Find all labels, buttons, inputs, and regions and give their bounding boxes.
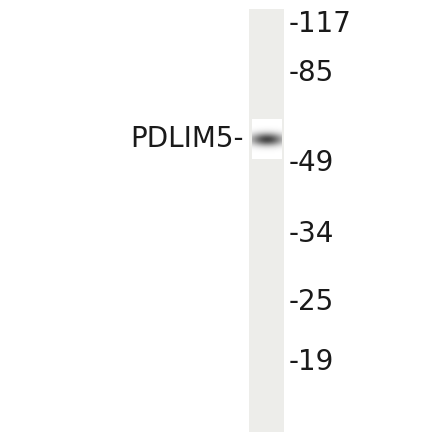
Text: -19: -19	[288, 348, 334, 376]
Text: -85: -85	[288, 59, 334, 87]
Text: -117: -117	[288, 10, 351, 38]
Text: PDLIM5-: PDLIM5-	[131, 125, 244, 153]
Bar	[249, 9, 284, 432]
Text: -34: -34	[288, 220, 334, 248]
Text: -49: -49	[288, 149, 334, 177]
Text: -25: -25	[288, 288, 334, 316]
